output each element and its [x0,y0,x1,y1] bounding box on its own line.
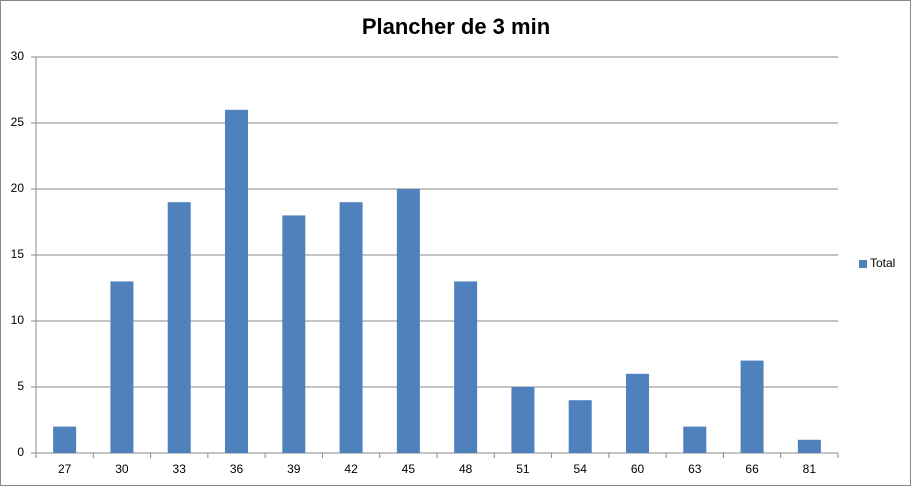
x-tick-label: 81 [803,462,817,476]
chart-title: Plancher de 3 min [362,14,550,39]
x-tick-label: 48 [459,462,473,476]
x-tick-label: 33 [173,462,187,476]
legend-swatch [859,260,867,268]
bar [626,373,649,453]
bar [167,202,191,453]
x-tick-label: 45 [402,462,416,476]
x-tick-label: 66 [745,462,759,476]
bar [454,281,478,453]
bar [511,387,535,453]
bar [225,109,248,454]
x-tick-label: 51 [516,462,530,476]
x-tick-label: 42 [344,462,358,476]
x-tick-label: 39 [287,462,301,476]
legend-label: Total [870,256,895,270]
y-tick-label: 30 [11,49,25,63]
bar [110,281,134,453]
y-tick-label: 0 [17,445,24,459]
bar [683,426,707,453]
bar [568,400,592,453]
bar [53,426,77,453]
bar [740,360,764,453]
bar [282,215,306,453]
x-tick-label: 36 [230,462,244,476]
x-tick-label: 30 [115,462,129,476]
y-tick-label: 15 [11,247,25,261]
x-tick-label: 27 [58,462,72,476]
y-tick-label: 5 [17,379,24,393]
bar [339,202,363,453]
y-tick-label: 25 [11,115,25,129]
y-tick-label: 10 [11,313,25,327]
bar [797,439,821,453]
bar [396,189,420,453]
x-tick-label: 54 [574,462,588,476]
x-tick-label: 63 [688,462,702,476]
x-tick-label: 60 [631,462,645,476]
y-tick-label: 20 [11,181,25,195]
